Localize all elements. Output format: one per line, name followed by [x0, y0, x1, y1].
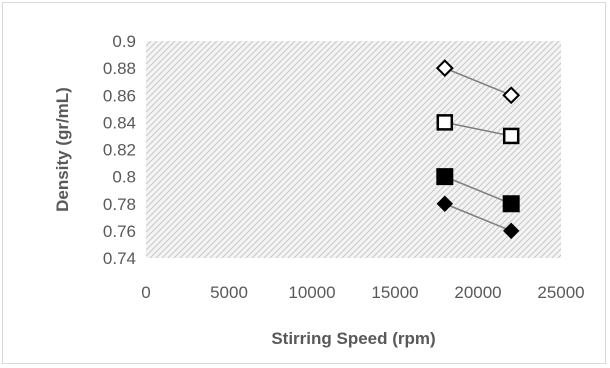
x-axis-ticks: 0 5000 10000 15000 20000 25000 — [141, 283, 584, 302]
series-line-segment — [444, 121, 512, 137]
x-tick-label: 10000 — [288, 283, 335, 302]
x-tick-label: 15000 — [371, 283, 418, 302]
series-lines — [444, 67, 512, 232]
series-line-segment — [444, 67, 512, 96]
y-tick-label: 0.82 — [103, 141, 136, 160]
y-tick-label: 0.84 — [103, 113, 136, 132]
x-axis-title: Stirring Speed (rpm) — [271, 329, 435, 348]
data-point-open-diamond — [435, 59, 454, 78]
data-point-filled-diamond — [436, 195, 454, 212]
y-axis-title: Density (gr/mL) — [53, 87, 72, 212]
y-tick-label: 0.86 — [103, 86, 136, 105]
y-tick-label: 0.78 — [103, 195, 136, 214]
data-point-filled-square — [436, 168, 454, 186]
data-point-filled-square — [502, 195, 520, 213]
y-tick-label: 0.74 — [103, 249, 136, 268]
data-point-open-diamond — [502, 86, 521, 105]
data-point-filled-diamond — [502, 222, 520, 240]
data-point-open-square — [436, 114, 454, 131]
plot-area — [146, 41, 561, 258]
series-line-segment — [444, 203, 512, 232]
y-tick-label: 0.9 — [112, 32, 136, 51]
series-line-segment — [444, 175, 512, 205]
x-tick-label: 0 — [141, 283, 150, 302]
y-tick-label: 0.8 — [112, 168, 136, 187]
x-tick-label: 25000 — [537, 283, 584, 302]
y-axis-ticks: 0.74 0.76 0.78 0.8 0.82 0.84 0.86 0.88 0.9 — [103, 32, 136, 268]
x-tick-label: 5000 — [210, 283, 248, 302]
series-markers — [435, 59, 521, 240]
y-tick-label: 0.76 — [103, 222, 136, 241]
x-tick-label: 20000 — [454, 283, 501, 302]
data-point-open-square — [502, 127, 520, 145]
y-tick-label: 0.88 — [103, 59, 136, 78]
